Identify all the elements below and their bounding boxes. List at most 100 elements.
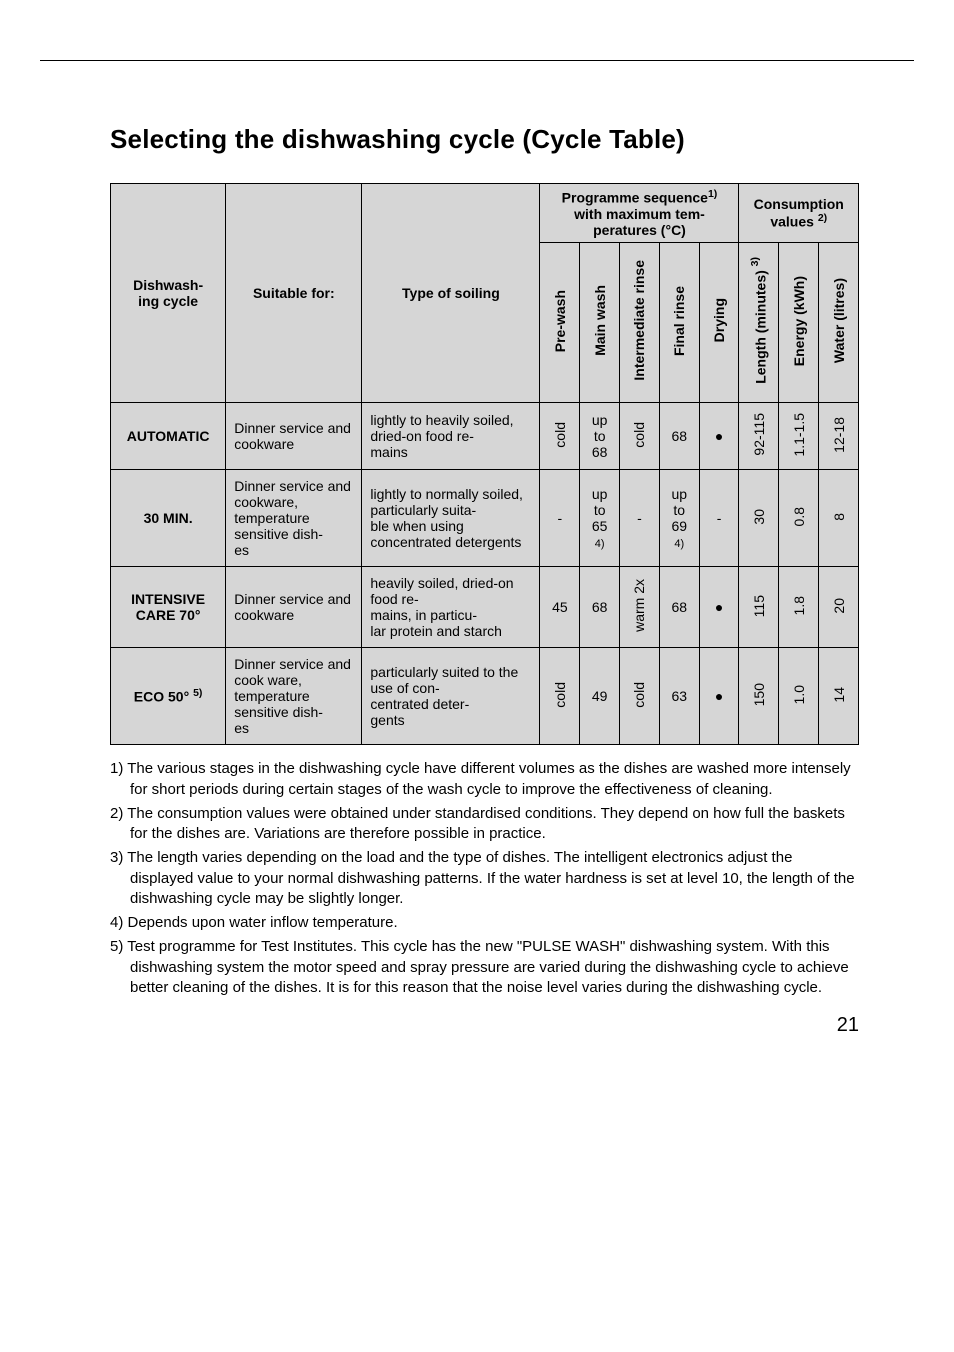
cell-suitable: Dinner service and cookware [226, 567, 362, 648]
cell-final: 68 [659, 567, 699, 648]
header-seq-line2: with maximum tem-peratures (°C) [574, 206, 705, 238]
table-row: 30 MIN. Dinner service and cookware, tem… [111, 470, 859, 567]
header-final: Final rinse [659, 242, 699, 402]
header-inter: Intermediate rinse [620, 242, 660, 402]
cell-final: upto694) [659, 470, 699, 567]
cell-cycle: AUTOMATIC [111, 402, 226, 470]
header-seq-label: Programme sequence [562, 190, 708, 206]
cell-water-val: 8 [831, 507, 847, 527]
cell-cycle: 30 MIN. [111, 470, 226, 567]
cell-energy: 1.1-1.5 [779, 402, 819, 470]
header-suitable: Suitable for: [226, 184, 362, 403]
cell-drying: ● [699, 567, 739, 648]
header-length-text: Length (minutes) [753, 271, 769, 385]
cell-final: 68 [659, 402, 699, 470]
cell-length-val: 150 [751, 677, 767, 712]
cell-inter: cold [620, 648, 660, 745]
cell-length-val: 92-115 [751, 407, 767, 462]
header-energy: Energy (kWh) [779, 242, 819, 402]
footnote-1: 1) The various stages in the dishwashing… [110, 759, 859, 800]
header-drying: Drying [699, 242, 739, 402]
cell-prewash: 45 [540, 567, 580, 648]
header-cycle: Dishwash-ing cycle [111, 184, 226, 403]
cell-suitable: Dinner service and cookware, temperature… [226, 470, 362, 567]
header-inter-label: Intermediate rinse [631, 254, 647, 387]
cell-water-val: 14 [831, 681, 847, 709]
header-prewash: Pre-wash [540, 242, 580, 402]
cell-water-val: 20 [831, 592, 847, 620]
cell-length-val: 115 [751, 589, 767, 623]
cell-energy-val: 1.1-1.5 [791, 407, 807, 463]
header-cons-label: Consumption values [754, 196, 844, 230]
cell-drying: ● [699, 402, 739, 470]
header-length-label: Length (minutes) 3) [749, 251, 769, 390]
cell-energy-val: 1.0 [791, 679, 807, 710]
cell-water: 14 [819, 648, 859, 745]
cell-length: 150 [739, 648, 779, 745]
cell-water: 20 [819, 567, 859, 648]
cell-suitable: Dinner service and cook ware, temperatur… [226, 648, 362, 745]
header-cons-sup: 2) [818, 212, 827, 224]
table-row: ECO 50° 5) Dinner service and cook ware,… [111, 648, 859, 745]
header-water: Water (litres) [819, 242, 859, 402]
cell-inter: warm 2x [620, 567, 660, 648]
cell-inter: - [620, 470, 660, 567]
cell-drying: - [699, 470, 739, 567]
header-length: Length (minutes) 3) [739, 242, 779, 402]
cell-energy-val: 0.8 [791, 501, 807, 532]
cell-soiling: heavily soiled, dried-on food re-mains, … [362, 567, 540, 648]
cell-mainwash: upto654) [580, 470, 620, 567]
cell-energy-val: 1.8 [791, 590, 807, 621]
cell-soiling: lightly to normally soiled,particularly … [362, 470, 540, 567]
cell-mainwash: upto68 [580, 402, 620, 470]
cell-suitable: Dinner service and cookware [226, 402, 362, 470]
header-seq-sup: 1) [708, 188, 717, 200]
header-final-label: Final rinse [671, 280, 687, 362]
cell-cycle-sup: 5) [193, 687, 202, 699]
cell-inter-val: cold [631, 676, 647, 714]
header-mainwash: Main wash [580, 242, 620, 402]
header-water-label: Water (litres) [831, 272, 847, 369]
cell-cycle: ECO 50° 5) [111, 648, 226, 745]
table-header-group-row: Dishwash-ing cycle Suitable for: Type of… [111, 184, 859, 243]
header-soiling: Type of soiling [362, 184, 540, 403]
header-suitable-label: Suitable for: [253, 285, 335, 301]
header-energy-label: Energy (kWh) [791, 270, 807, 372]
footnotes: 1) The various stages in the dishwashing… [110, 759, 859, 998]
footnote-3: 3) The length varies depending on the lo… [110, 848, 859, 909]
cycle-table: Dishwash-ing cycle Suitable for: Type of… [110, 183, 859, 745]
cell-length: 30 [739, 470, 779, 567]
cell-energy: 0.8 [779, 470, 819, 567]
page-container: Selecting the dishwashing cycle (Cycle T… [40, 60, 914, 1032]
cell-soiling: lightly to heavily soiled,dried-on food … [362, 402, 540, 470]
cell-final: 63 [659, 648, 699, 745]
cell-energy: 1.8 [779, 567, 819, 648]
cell-length: 115 [739, 567, 779, 648]
cell-prewash: - [540, 470, 580, 567]
cell-water: 12-18 [819, 402, 859, 470]
footnote-4: 4) Depends upon water inflow temperature… [110, 913, 859, 933]
table-row: INTENSIVECARE 70° Dinner service and coo… [111, 567, 859, 648]
cell-mainwash: 49 [580, 648, 620, 745]
header-sequence-group: Programme sequence1) with maximum tem-pe… [540, 184, 739, 243]
footnote-2: 2) The consumption values were obtained … [110, 804, 859, 845]
cell-soiling: particularly suited to the use of con-ce… [362, 648, 540, 745]
header-consumption-group: Consumption values 2) [739, 184, 859, 243]
header-length-sup: 3) [749, 257, 761, 266]
cell-inter-val: warm 2x [631, 573, 647, 638]
cell-water: 8 [819, 470, 859, 567]
cell-energy: 1.0 [779, 648, 819, 745]
cell-drying: ● [699, 648, 739, 745]
cell-length: 92-115 [739, 402, 779, 470]
header-soiling-label: Type of soiling [402, 285, 500, 301]
footnote-5: 5) Test programme for Test Institutes. T… [110, 937, 859, 998]
table-row: AUTOMATIC Dinner service and cookware li… [111, 402, 859, 470]
cell-prewash-val: cold [552, 416, 568, 454]
cell-inter: cold [620, 402, 660, 470]
cell-cycle: INTENSIVECARE 70° [111, 567, 226, 648]
cell-length-val: 30 [751, 503, 767, 531]
page-title: Selecting the dishwashing cycle (Cycle T… [110, 124, 859, 155]
cell-prewash: cold [540, 402, 580, 470]
header-prewash-label: Pre-wash [552, 284, 568, 358]
cell-prewash-val: cold [552, 676, 568, 714]
